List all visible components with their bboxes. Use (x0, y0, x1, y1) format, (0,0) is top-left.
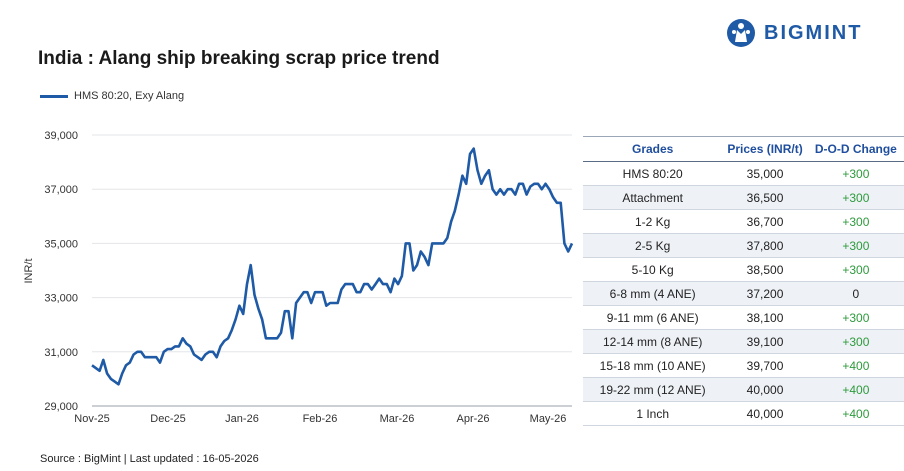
grade-cell: 2-5 Kg (583, 233, 723, 258)
grade-cell: 1-2 Kg (583, 209, 723, 234)
change-cell: +300 (807, 233, 904, 258)
series-line (91, 147, 574, 386)
grade-cell: 6-8 mm (4 ANE) (583, 281, 723, 306)
y-tick-label: 39,000 (44, 130, 78, 142)
price-cell: 35,000 (722, 161, 808, 186)
table-row: Attachment 36,500 +300 (583, 185, 904, 210)
price-line-chart: 29,000 31,000 33,000 35,000 37,000 39,000 INR/… (23, 130, 574, 425)
y-tick-label: 35,000 (44, 238, 78, 250)
x-tick-label: Apr-26 (456, 413, 489, 425)
change-cell: +300 (807, 305, 904, 330)
x-tick-label: Mar-26 (380, 413, 415, 425)
grade-cell: HMS 80:20 (583, 161, 723, 186)
column-header-dod-change: D-O-D Change (807, 136, 904, 162)
x-tick-label: Dec-25 (150, 413, 185, 425)
price-cell: 37,200 (722, 281, 808, 306)
x-tick-label: May-26 (530, 413, 567, 425)
column-header-prices: Prices (INR/t) (722, 136, 808, 162)
price-cell: 40,000 (722, 401, 808, 426)
table-row: 1 Inch 40,000 +400 (583, 401, 904, 426)
price-cell: 37,800 (722, 233, 808, 258)
y-tick-label: 33,000 (44, 293, 78, 305)
grade-cell: 15-18 mm (10 ANE) (583, 353, 723, 378)
x-tick-label: Nov-25 (74, 413, 109, 425)
table-row: 5-10 Kg 38,500 +300 (583, 257, 904, 282)
legend-label: HMS 80:20, Exy Alang (74, 90, 185, 102)
y-axis-label: INR/t (23, 258, 35, 283)
source-footnote: Source : BigMint | Last updated : 16-05-… (40, 453, 259, 465)
x-tick-label: Feb-26 (303, 413, 338, 425)
change-cell: +300 (807, 185, 904, 210)
price-cell: 36,700 (722, 209, 808, 234)
table-row: 12-14 mm (8 ANE) 39,100 +300 (583, 329, 904, 354)
grade-cell: 5-10 Kg (583, 257, 723, 282)
change-cell: +400 (807, 377, 904, 402)
bigmint-logo-icon (727, 19, 755, 47)
table-row: 2-5 Kg 37,800 +300 (583, 233, 904, 258)
change-cell: +300 (807, 209, 904, 234)
bigmint-logo-text: BIGMINT (764, 21, 863, 44)
change-cell: +400 (807, 401, 904, 426)
table-row: 1-2 Kg 36,700 +300 (583, 209, 904, 234)
change-cell: +400 (807, 353, 904, 378)
chart-title: India : Alang ship breaking scrap price … (38, 48, 440, 69)
price-cell: 38,500 (722, 257, 808, 282)
grade-cell: 19-22 mm (12 ANE) (583, 377, 723, 402)
table-row: 15-18 mm (10 ANE) 39,700 +400 (583, 353, 904, 378)
change-cell: +300 (807, 329, 904, 354)
change-cell: 0 (807, 281, 904, 306)
legend-swatch (40, 94, 68, 98)
price-cell: 38,100 (722, 305, 808, 330)
table-row: 19-22 mm (12 ANE) 40,000 +400 (583, 377, 904, 402)
table-row: 6-8 mm (4 ANE) 37,200 0 (583, 281, 904, 306)
bigmint-logo: BIGMINT (726, 18, 862, 48)
chart-legend: HMS 80:20, Exy Alang (40, 90, 184, 102)
grade-cell: 12-14 mm (8 ANE) (583, 329, 723, 354)
price-cell: 36,500 (722, 185, 808, 210)
price-cell: 39,700 (722, 353, 808, 378)
change-cell: +300 (807, 257, 904, 282)
table-row: 9-11 mm (6 ANE) 38,100 +300 (583, 305, 904, 330)
y-tick-label: 37,000 (44, 184, 78, 196)
grade-cell: 9-11 mm (6 ANE) (583, 305, 723, 330)
grade-cell: 1 Inch (583, 401, 723, 426)
grades-price-table: Grades Prices (INR/t) D-O-D Change HMS 8… (583, 136, 904, 426)
column-header-grades: Grades (583, 136, 723, 162)
x-tick-label: Jan-26 (225, 413, 259, 425)
price-cell: 39,100 (722, 329, 808, 354)
y-tick-label: 29,000 (44, 401, 78, 413)
y-tick-label: 31,000 (44, 347, 78, 359)
table-header-row: Grades Prices (INR/t) D-O-D Change (583, 136, 904, 162)
grade-cell: Attachment (583, 185, 723, 210)
price-cell: 40,000 (722, 377, 808, 402)
table-row: HMS 80:20 35,000 +300 (583, 161, 904, 186)
change-cell: +300 (807, 161, 904, 186)
